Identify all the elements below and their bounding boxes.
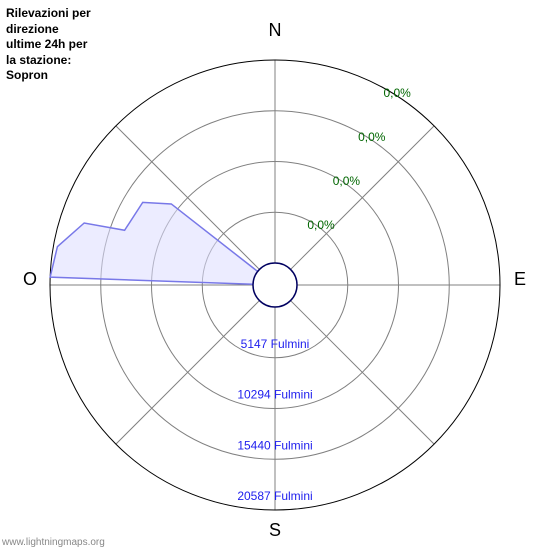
chart-title: Rilevazioni perdirezioneultime 24h perla…: [6, 6, 91, 84]
pct-label: 0,0%: [333, 174, 361, 188]
cardinal-label: E: [514, 269, 526, 289]
fulmini-label: 5147 Fulmini: [241, 337, 310, 351]
attribution: www.lightningmaps.org: [2, 537, 105, 548]
center-circle: [253, 263, 297, 307]
fulmini-label: 10294 Fulmini: [237, 388, 312, 402]
pct-label: 0,0%: [358, 130, 386, 144]
cardinal-label: N: [269, 20, 282, 40]
cardinal-label: O: [23, 269, 37, 289]
fulmini-label: 15440 Fulmini: [237, 438, 312, 452]
pct-label: 0,0%: [384, 86, 412, 100]
pct-label: 0,0%: [307, 218, 335, 232]
cardinal-label: S: [269, 520, 281, 540]
data-lobe: [50, 202, 258, 284]
fulmini-label: 20587 Fulmini: [237, 489, 312, 503]
